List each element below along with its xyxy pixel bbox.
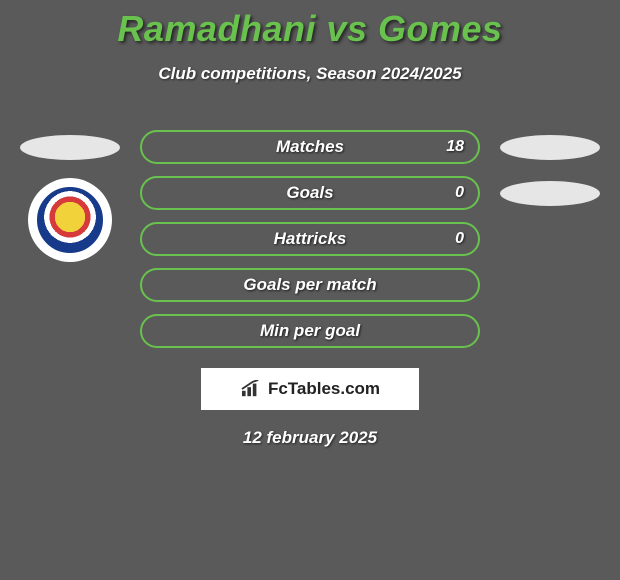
page-title: Ramadhani vs Gomes <box>0 0 620 50</box>
stat-label: Goals <box>286 183 333 203</box>
right-spacer <box>500 319 600 344</box>
stat-pill-min-per-goal: Min per goal <box>140 314 480 348</box>
subtitle: Club competitions, Season 2024/2025 <box>0 64 620 84</box>
bar-chart-icon <box>240 380 262 398</box>
date-label: 12 february 2025 <box>0 428 620 448</box>
brand-text: FcTables.com <box>268 379 380 399</box>
stat-pill-matches: Matches 18 <box>140 130 480 164</box>
right-value-oval <box>500 181 600 206</box>
team-badge-left <box>28 178 112 262</box>
stat-row: Min per goal <box>0 308 620 354</box>
stat-label: Hattricks <box>274 229 347 249</box>
brand-attribution: FcTables.com <box>201 368 419 410</box>
stat-row: Goals per match <box>0 262 620 308</box>
stat-pill-goals: Goals 0 <box>140 176 480 210</box>
stat-value-right: 18 <box>446 138 464 156</box>
left-value-oval <box>20 135 120 160</box>
stat-label: Matches <box>276 137 344 157</box>
comparison-card: Ramadhani vs Gomes Club competitions, Se… <box>0 0 620 580</box>
left-spacer <box>20 319 120 344</box>
stat-label: Goals per match <box>243 275 376 295</box>
stat-pill-goals-per-match: Goals per match <box>140 268 480 302</box>
stat-pill-hattricks: Hattricks 0 <box>140 222 480 256</box>
stat-value-right: 0 <box>455 230 464 248</box>
left-spacer <box>20 273 120 298</box>
right-spacer <box>500 273 600 298</box>
right-value-oval <box>500 135 600 160</box>
stat-row: Matches 18 <box>0 124 620 170</box>
team-badge-crest-icon <box>37 187 103 253</box>
right-spacer <box>500 227 600 252</box>
stat-value-right: 0 <box>455 184 464 202</box>
stat-label: Min per goal <box>260 321 360 341</box>
